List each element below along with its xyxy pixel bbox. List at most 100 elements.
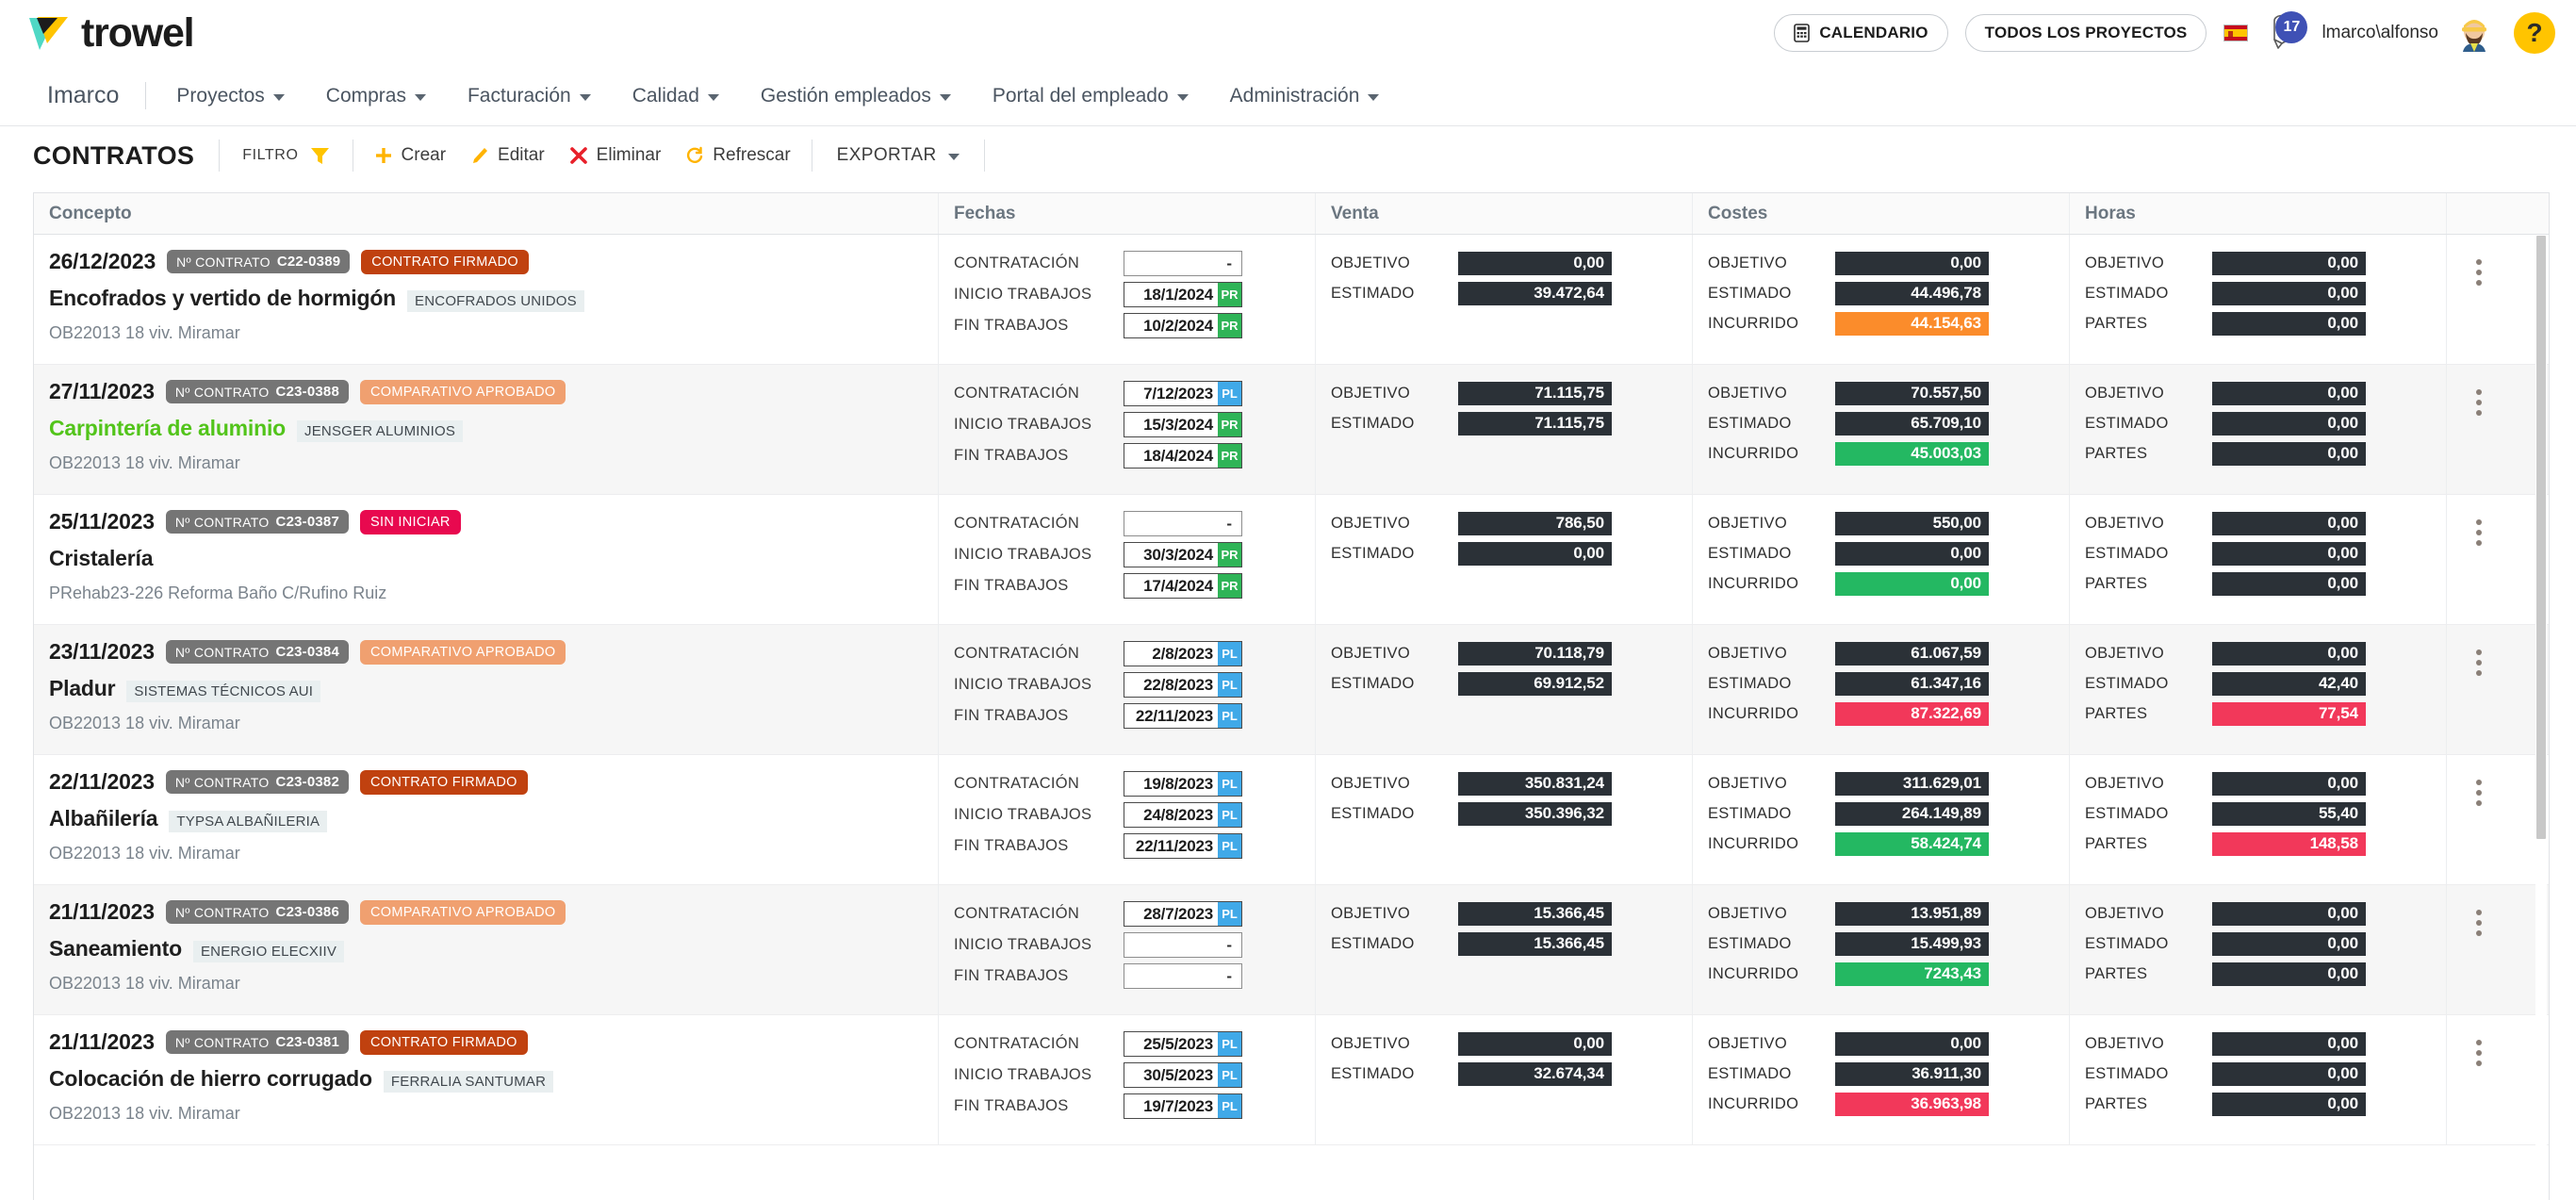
venta-estimado-value: 350.396,32 — [1458, 801, 1612, 826]
row-menu-button[interactable] — [2476, 649, 2482, 754]
contract-number-tag: Nº CONTRATO C23-0386 — [165, 900, 350, 924]
nav-item-proyectos[interactable]: Proyectos — [156, 77, 304, 115]
contratacion-row: CONTRATACIÓN 19/8/2023 PL — [954, 768, 1300, 799]
cell-venta: OBJETIVO 71.115,75 ESTIMADO 71.115,75 — [1316, 365, 1693, 494]
date-field[interactable]: 28/7/2023 PL — [1124, 901, 1242, 927]
costes-incurrido-row: INCURRIDO 87.322,69 — [1708, 699, 2054, 729]
date-field[interactable]: - — [1124, 511, 1242, 536]
date-field[interactable]: - — [1124, 963, 1242, 989]
horas-estimado-row: ESTIMADO 0,00 — [2085, 278, 2431, 308]
contract-title[interactable]: Encofrados y vertido de hormigón — [49, 286, 397, 310]
contract-number-prefix: Nº CONTRATO — [174, 1034, 270, 1050]
help-button[interactable]: ? — [2514, 12, 2555, 54]
venta-estimado-label: ESTIMADO — [1331, 1064, 1415, 1082]
all-projects-button[interactable]: TODOS LOS PROYECTOS — [1964, 14, 2207, 52]
venta-objetivo-value: 70.118,79 — [1458, 641, 1612, 666]
date-field[interactable]: 17/4/2024 PR — [1124, 573, 1242, 599]
horas-objetivo-value: 0,00 — [2212, 511, 2366, 535]
date-field[interactable]: 18/1/2024 PR — [1124, 282, 1242, 307]
cell-costes: OBJETIVO 0,00 ESTIMADO 36.911,30 INCURRIDO 36… — [1693, 1015, 2070, 1144]
column-header-concepto[interactable]: Concepto — [34, 193, 939, 234]
spain-flag-icon[interactable] — [2223, 25, 2249, 41]
date-field[interactable]: 30/3/2024 PR — [1124, 542, 1242, 567]
worker-avatar-icon[interactable] — [2455, 14, 2493, 52]
table-row[interactable]: 25/11/2023 Nº CONTRATO C23-0387 SIN INICIAR… — [34, 495, 2549, 625]
concept-header: 21/11/2023 Nº CONTRATO C23-0381 CONTRATO FI… — [49, 1028, 923, 1056]
nav-item-compras[interactable]: Compras — [305, 77, 447, 115]
date-field[interactable]: 30/5/2023 PL — [1124, 1062, 1242, 1088]
costes-incurrido-label: INCURRIDO — [1708, 314, 1799, 332]
row-menu-button[interactable] — [2476, 259, 2482, 364]
contract-number-tag: Nº CONTRATO C23-0381 — [165, 1030, 350, 1054]
scrollbar-thumb[interactable] — [2536, 236, 2546, 839]
horas-partes-row: PARTES 0,00 — [2085, 308, 2431, 338]
contract-title[interactable]: Carpintería de aluminio — [49, 416, 287, 440]
table-row[interactable]: 23/11/2023 Nº CONTRATO C23-0384 COMPARATIVO… — [34, 625, 2549, 755]
cell-horas: OBJETIVO 0,00 ESTIMADO 0,00 PARTES 0,00 — [2070, 235, 2447, 364]
date-field[interactable]: - — [1124, 932, 1242, 958]
grid-vertical-scrollbar[interactable] — [2535, 236, 2547, 1200]
contratacion-label: CONTRATACIÓN — [954, 255, 1080, 271]
contract-title[interactable]: Albañilería — [49, 806, 158, 830]
contract-title[interactable]: Saneamiento — [49, 936, 182, 961]
date-field[interactable]: 22/11/2023 PL — [1124, 833, 1242, 859]
date-field[interactable]: 19/8/2023 PL — [1124, 771, 1242, 797]
nav-item-portal-del-empleado[interactable]: Portal del empleado — [972, 77, 1209, 115]
nav-label: Administración — [1229, 84, 1360, 107]
export-button[interactable]: EXPORTAR — [812, 145, 984, 166]
calendar-button[interactable]: CALENDARIO — [1774, 14, 1948, 52]
cell-fechas: CONTRATACIÓN 19/8/2023 PL INICIO TRABAJOS 24… — [939, 755, 1316, 884]
contract-title[interactable]: Colocación de hierro corrugado — [49, 1066, 372, 1091]
date-field[interactable]: 10/2/2024 PR — [1124, 313, 1242, 338]
date-field[interactable]: 25/5/2023 PL — [1124, 1031, 1242, 1057]
horas-objetivo-value: 0,00 — [2212, 251, 2366, 275]
filter-button[interactable]: FILTRO — [220, 146, 352, 166]
row-menu-button[interactable] — [2476, 1040, 2482, 1144]
column-header-horas[interactable]: Horas — [2070, 193, 2447, 234]
horas-estimado-label: ESTIMADO — [2085, 544, 2169, 562]
nav-item-administracion[interactable]: Administración — [1209, 77, 1401, 115]
delete-button[interactable]: Eliminar — [569, 145, 661, 166]
inicio-trabajos-label: INICIO TRABAJOS — [954, 1066, 1092, 1083]
date-badge-pl: PL — [1218, 1094, 1241, 1118]
row-menu-button[interactable] — [2476, 780, 2482, 884]
nav-item-facturacion[interactable]: Facturación — [447, 77, 612, 115]
date-field[interactable]: 22/8/2023 PL — [1124, 672, 1242, 698]
date-field[interactable]: 7/12/2023 PL — [1124, 381, 1242, 406]
date-field[interactable]: 22/11/2023 PL — [1124, 703, 1242, 729]
date-field[interactable]: 2/8/2023 PL — [1124, 641, 1242, 666]
row-menu-button[interactable] — [2476, 910, 2482, 1014]
column-header-fechas[interactable]: Fechas — [939, 193, 1316, 234]
notifications-button[interactable]: 17 — [2265, 11, 2308, 55]
row-menu-button[interactable] — [2476, 519, 2482, 624]
table-row[interactable]: 27/11/2023 Nº CONTRATO C23-0388 COMPARATIVO… — [34, 365, 2549, 495]
create-button[interactable]: Crear — [374, 145, 446, 166]
column-header-costes[interactable]: Costes — [1693, 193, 2070, 234]
date-value: 19/8/2023 — [1143, 774, 1213, 793]
row-menu-button[interactable] — [2476, 389, 2482, 494]
date-field[interactable]: 19/7/2023 PL — [1124, 1093, 1242, 1119]
date-field[interactable]: 18/4/2024 PR — [1124, 443, 1242, 468]
contratacion-row: CONTRATACIÓN - — [954, 248, 1300, 279]
table-row[interactable]: 21/11/2023 Nº CONTRATO C23-0381 CONTRATO FI… — [34, 1015, 2549, 1145]
brand-logo[interactable]: trowel — [26, 12, 195, 54]
refresh-button[interactable]: Refrescar — [685, 145, 791, 166]
contract-date: 25/11/2023 — [49, 509, 155, 534]
date-field[interactable]: 24/8/2023 PL — [1124, 802, 1242, 828]
nav-item-calidad[interactable]: Calidad — [612, 77, 740, 115]
table-row[interactable]: 26/12/2023 Nº CONTRATO C22-0389 CONTRATO FI… — [34, 235, 2549, 365]
contract-title[interactable]: Cristalería — [49, 546, 154, 570]
table-row[interactable]: 21/11/2023 Nº CONTRATO C23-0386 COMPARATIVO… — [34, 885, 2549, 1015]
table-row[interactable]: 22/11/2023 Nº CONTRATO C23-0382 CONTRATO FI… — [34, 755, 2549, 885]
date-field[interactable]: 15/3/2024 PR — [1124, 412, 1242, 437]
column-header-venta[interactable]: Venta — [1316, 193, 1693, 234]
status-badge: COMPARATIVO APROBADO — [360, 639, 566, 665]
horas-partes-value: 0,00 — [2212, 571, 2366, 596]
costes-incurrido-row: INCURRIDO 44.154,63 — [1708, 308, 2054, 338]
nav-item-gestion-empleados[interactable]: Gestión empleados — [740, 77, 972, 115]
costes-incurrido-label: INCURRIDO — [1708, 964, 1799, 982]
edit-button[interactable]: Editar — [470, 145, 545, 166]
date-field[interactable]: - — [1124, 251, 1242, 276]
cell-venta: OBJETIVO 0,00 ESTIMADO 39.472,64 — [1316, 235, 1693, 364]
contract-title[interactable]: Pladur — [49, 676, 116, 700]
